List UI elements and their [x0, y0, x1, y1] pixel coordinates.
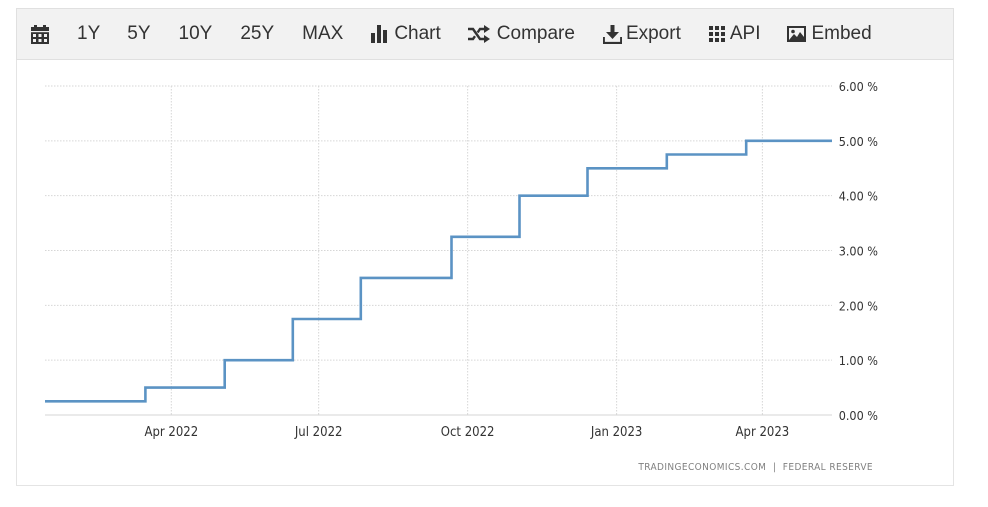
range-25y-button[interactable]: 25Y	[240, 9, 274, 59]
grid-lines	[45, 85, 832, 416]
range-max-button[interactable]: MAX	[302, 9, 343, 59]
tick-labels: 0.00 % 1.00 % 2.00 % 3.00 % 4.00 % 5.00 % 6.00…	[144, 79, 878, 440]
x-tick-label: Jul 2022	[294, 425, 343, 440]
chart-type-label: Chart	[394, 23, 441, 44]
chart-toolbar: 1Y 5Y 10Y 25Y MAX Chart Compare	[16, 8, 954, 60]
y-tick-label: 3.00 %	[839, 244, 879, 259]
bar-chart-icon	[371, 25, 389, 43]
embed-button[interactable]: Embed	[787, 9, 872, 59]
x-tick-label: Jan 2023	[590, 425, 643, 440]
export-label: Export	[625, 23, 681, 44]
range-25y-label: 25Y	[240, 23, 275, 44]
x-tick-label: Oct 2022	[441, 425, 495, 440]
range-5y-label: 5Y	[127, 23, 151, 44]
grid-icon	[708, 26, 725, 42]
y-tick-label: 0.00 %	[839, 408, 879, 423]
y-tick-label: 1.00 %	[839, 353, 879, 368]
y-tick-label: 5.00 %	[839, 134, 879, 149]
download-icon	[602, 24, 622, 44]
chart-frame	[16, 8, 954, 486]
x-tick-label: Apr 2022	[144, 425, 198, 440]
export-button[interactable]: Export	[602, 9, 681, 59]
range-max-label: MAX	[302, 23, 344, 44]
x-tick-label: Apr 2023	[736, 425, 790, 440]
embed-label: Embed	[811, 23, 872, 44]
range-10y-label: 10Y	[178, 23, 213, 44]
range-5y-button[interactable]: 5Y	[127, 9, 150, 59]
compare-button[interactable]: Compare	[467, 9, 575, 59]
y-tick-label: 4.00 %	[839, 189, 879, 204]
series-line	[45, 139, 832, 403]
shuffle-icon	[467, 25, 490, 43]
y-tick-label: 2.00 %	[839, 298, 879, 313]
source-credit: TRADINGECONOMICS.COM | FEDERAL RESERVE	[637, 462, 873, 473]
range-10y-button[interactable]: 10Y	[179, 9, 213, 59]
api-button[interactable]: API	[708, 9, 761, 59]
calendar-button[interactable]	[31, 9, 49, 59]
compare-label: Compare	[496, 23, 575, 44]
y-tick-label: 6.00 %	[839, 79, 879, 94]
range-1y-button[interactable]: 1Y	[77, 9, 100, 59]
api-label: API	[729, 23, 761, 44]
picture-icon	[787, 26, 807, 42]
range-1y-label: 1Y	[77, 23, 101, 44]
chart-type-button[interactable]: Chart	[371, 9, 441, 59]
calendar-icon	[31, 24, 49, 44]
series-layer	[45, 139, 832, 403]
